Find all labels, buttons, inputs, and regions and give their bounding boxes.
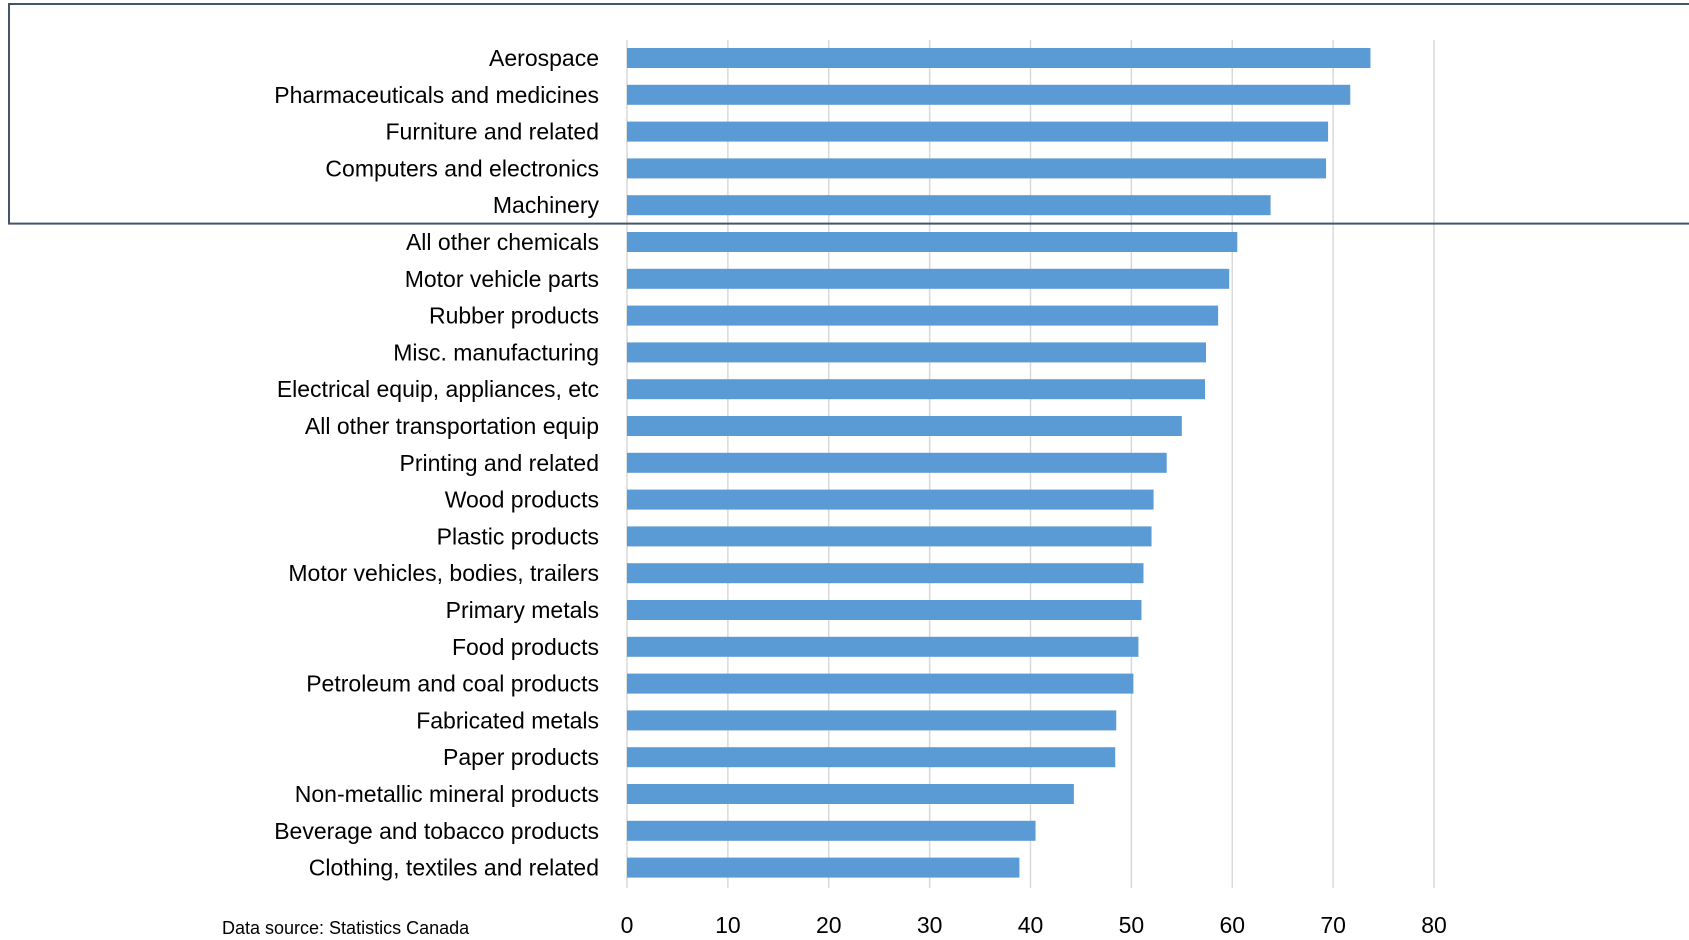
bar bbox=[627, 305, 1219, 326]
bar bbox=[627, 379, 1206, 400]
bar bbox=[627, 636, 1139, 657]
category-label: Non-metallic mineral products bbox=[295, 781, 599, 807]
category-label: Primary metals bbox=[446, 597, 599, 623]
highlight-box bbox=[8, 3, 1689, 225]
category-label: Aerospace bbox=[489, 45, 599, 71]
category-label: Petroleum and coal products bbox=[306, 671, 599, 697]
bar bbox=[627, 84, 1351, 105]
x-tick-label: 80 bbox=[1421, 912, 1447, 938]
category-label: Fabricated metals bbox=[416, 707, 599, 733]
bar bbox=[627, 489, 1154, 510]
category-labels: Aerospace Pharmaceuticals and medicines Fu… bbox=[274, 45, 599, 881]
category-label: Furniture and related bbox=[385, 119, 599, 145]
x-axis-tick-labels: 0 10 20 30 40 50 60 70 80 bbox=[621, 912, 1447, 938]
x-tick-label: 40 bbox=[1018, 912, 1044, 938]
x-tick-label: 50 bbox=[1119, 912, 1145, 938]
x-tick-label: 30 bbox=[917, 912, 943, 938]
bar bbox=[627, 121, 1329, 142]
category-label: Clothing, textiles and related bbox=[309, 855, 599, 881]
bar bbox=[627, 710, 1117, 731]
bar bbox=[627, 342, 1207, 363]
bar bbox=[627, 452, 1167, 473]
bar bbox=[627, 747, 1116, 768]
category-label: All other transportation equip bbox=[305, 413, 599, 439]
source-note: Data source: Statistics Canada bbox=[222, 918, 470, 938]
x-tick-label: 20 bbox=[816, 912, 842, 938]
category-label: Misc. manufacturing bbox=[393, 339, 599, 365]
bar bbox=[627, 48, 1371, 68]
x-tick-label: 10 bbox=[715, 912, 741, 938]
category-label: Wood products bbox=[445, 487, 599, 513]
category-label: Motor vehicles, bodies, trailers bbox=[288, 560, 599, 586]
category-label: Rubber products bbox=[429, 303, 599, 329]
category-label: Beverage and tobacco products bbox=[274, 818, 599, 844]
x-tick-label: 70 bbox=[1320, 912, 1346, 938]
category-label: Electrical equip, appliances, etc bbox=[277, 376, 599, 402]
x-tick-label: 0 bbox=[621, 912, 634, 938]
category-label: All other chemicals bbox=[406, 229, 599, 255]
category-label: Plastic products bbox=[437, 523, 599, 549]
category-label: Machinery bbox=[493, 192, 600, 218]
bar bbox=[627, 857, 1020, 878]
category-label: Paper products bbox=[443, 744, 599, 770]
bar bbox=[627, 563, 1144, 584]
bar bbox=[627, 195, 1271, 216]
category-label: Pharmaceuticals and medicines bbox=[274, 82, 599, 108]
x-tick-label: 60 bbox=[1219, 912, 1245, 938]
bar bbox=[627, 268, 1230, 289]
category-label: Computers and electronics bbox=[325, 155, 599, 181]
bar bbox=[627, 232, 1238, 252]
category-label: Food products bbox=[452, 634, 599, 660]
category-label: Printing and related bbox=[400, 450, 599, 476]
bar bbox=[627, 784, 1074, 804]
bar bbox=[627, 820, 1036, 841]
bar bbox=[627, 416, 1182, 436]
bar bbox=[627, 600, 1142, 620]
bars bbox=[627, 48, 1371, 878]
bar bbox=[627, 673, 1134, 694]
bar bbox=[627, 158, 1327, 179]
category-label: Motor vehicle parts bbox=[405, 266, 599, 292]
bar bbox=[627, 526, 1152, 547]
